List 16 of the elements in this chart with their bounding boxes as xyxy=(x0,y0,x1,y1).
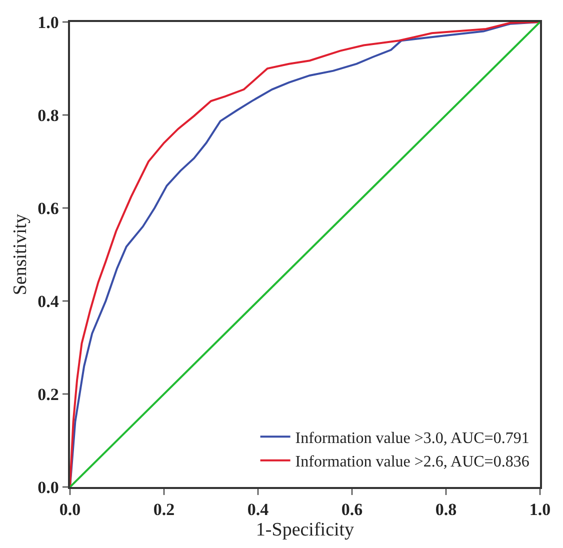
x-tick-label: 0.8 xyxy=(435,500,457,520)
y-axis-title: Sensitivity xyxy=(10,213,31,296)
x-tick-label: 0.2 xyxy=(153,500,175,520)
y-tick-label: 0.6 xyxy=(38,198,59,218)
x-tick-label: 0.6 xyxy=(341,500,363,520)
x-tick-label: 1.0 xyxy=(529,500,551,520)
y-tick-label: 0.4 xyxy=(38,292,60,311)
y-tick-label: 1.0 xyxy=(38,12,59,32)
y-tick-label: 0.2 xyxy=(38,384,59,404)
y-tick-label: 0.0 xyxy=(38,478,59,497)
y-tick-label: 0.8 xyxy=(38,106,59,125)
legend-label: Information value >2.6, AUC=0.836 xyxy=(295,454,530,471)
x-tick-label: 0.0 xyxy=(59,500,81,520)
x-tick-label: 0.4 xyxy=(247,500,270,520)
x-axis-title: 1-Specificity xyxy=(256,519,355,540)
legend-label: Information value >3.0, AUC=0.791 xyxy=(295,430,530,447)
